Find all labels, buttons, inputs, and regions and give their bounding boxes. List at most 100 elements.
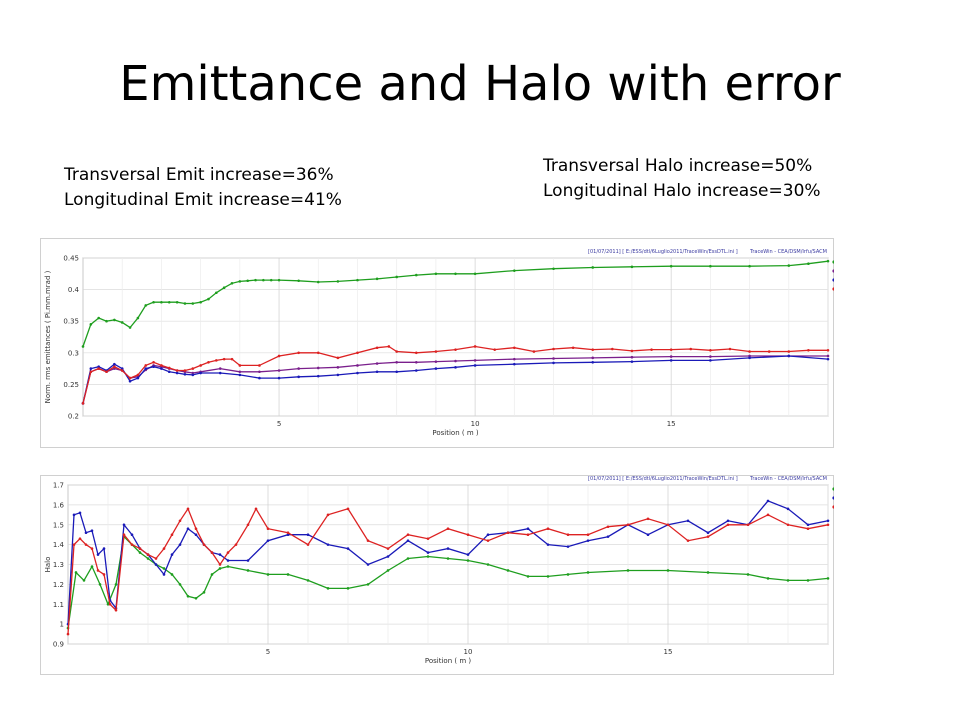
emit-point-Ez-12	[175, 300, 179, 304]
emit-point-Ey-10	[160, 367, 163, 370]
emit-point-Ex-10	[160, 364, 163, 367]
emit-point-Ex-37	[552, 347, 555, 351]
emit-point-Ez-14	[191, 302, 195, 305]
emit-point-Ey-31	[552, 361, 555, 365]
halo-point-Hy-21	[218, 553, 222, 556]
emit-point-Ez-25	[277, 278, 281, 282]
halo-point-Hx-26	[266, 527, 270, 531]
emit-header-left: [01/07/2011] [ E:/ESS/dtl/6Luglio2011/Tr…	[588, 249, 738, 255]
halo-xtick-0: 5	[266, 648, 270, 656]
halo-point-Hy-18	[194, 533, 198, 536]
halo-point-Hx-36	[466, 533, 470, 536]
halo-point-Hy-2	[78, 511, 82, 515]
emit-point-Ez-20	[238, 280, 242, 283]
transversal-emit-note: Transversal Emit increase=36%	[64, 165, 334, 185]
halo-point-Hx-33	[406, 533, 410, 536]
emit-point-Et-33	[630, 355, 634, 359]
halo-point-Hx-16	[178, 519, 182, 523]
halo-point-Hy-29	[366, 563, 370, 566]
halo-point-Hx-49	[726, 523, 730, 527]
emit-point-Et-25	[395, 360, 398, 364]
emit-point-Ex-43	[669, 348, 673, 351]
halo-point-Hx-8	[114, 608, 118, 612]
halo-point-Hz-39	[626, 569, 630, 572]
halo-point-Hy-23	[246, 559, 250, 562]
emit-point-Ez-45	[826, 259, 830, 263]
emit-point-Ex-0	[81, 402, 85, 405]
emit-point-Ex-18	[222, 357, 226, 361]
halo-point-Hz-29	[406, 557, 410, 560]
emit-point-Ez-0	[81, 345, 85, 348]
halo-point-Hx-37	[486, 539, 490, 542]
halo-point-Hz-3	[90, 565, 94, 568]
halo-point-Hz-36	[546, 575, 550, 578]
emit-point-Ey-22	[336, 373, 340, 377]
halo-point-Hz-38	[586, 571, 590, 574]
emit-point-Ey-19	[277, 376, 281, 380]
emit-point-Ey-25	[395, 370, 398, 374]
halo-point-Hy-52	[826, 519, 830, 523]
emit-point-Ex-23	[297, 351, 300, 355]
halo-point-Hx-22	[226, 551, 230, 554]
emit-point-Ey-2	[97, 365, 100, 369]
halo-point-Hx-2	[78, 537, 82, 540]
emit-point-Ex-5	[120, 369, 124, 372]
emit-point-Ey-7	[136, 376, 140, 380]
emit-point-Ez-11	[167, 300, 171, 304]
halo-point-Hx-35	[446, 527, 450, 531]
emit-point-Ex-26	[356, 351, 359, 355]
halo-point-Hx-50	[746, 523, 750, 527]
emit-point-Et-29	[473, 359, 477, 362]
halo-point-Hz-41	[706, 571, 710, 574]
transversal-halo-note: Transversal Halo increase=50%	[543, 156, 813, 176]
halo-point-Hz-6	[114, 583, 118, 586]
emittance-chart: [01/07/2011] [ E:/ESS/dtl/6Luglio2011/Tr…	[40, 238, 844, 448]
halo-point-Hx-43	[606, 525, 610, 529]
emit-point-Ex-8	[144, 364, 148, 367]
emit-point-Ex-33	[473, 345, 477, 348]
emit-point-Et-4	[113, 367, 116, 370]
emit-xtick-0: 5	[277, 420, 281, 428]
halo-point-Hx-3	[84, 543, 88, 546]
emit-point-Ex-14	[191, 367, 195, 370]
halo-point-Hz-45	[806, 579, 810, 582]
emit-point-Ey-6	[128, 379, 132, 383]
emit-point-Ey-37	[787, 354, 791, 358]
emit-point-Ey-1	[89, 367, 93, 370]
emit-xlabel: Position ( m )	[432, 429, 478, 437]
halo-point-Hy-41	[606, 535, 610, 538]
halo-point-Hx-27	[286, 531, 290, 534]
emit-point-Ex-50	[807, 348, 810, 352]
emit-point-Ex-19	[230, 357, 234, 361]
halo-point-Hy-46	[706, 531, 710, 534]
halo-point-Hy-17	[186, 527, 190, 531]
emit-point-Ex-12	[175, 369, 179, 372]
emit-point-Ez-22	[254, 278, 257, 282]
emit-point-Ez-7	[136, 316, 140, 320]
emit-point-Ez-44	[807, 262, 810, 265]
halo-point-Hz-2	[82, 579, 86, 582]
emit-point-Et-31	[552, 357, 555, 360]
emit-point-Ez-29	[356, 278, 359, 282]
emit-point-Ey-14	[191, 373, 195, 377]
emit-xtick-1: 10	[471, 420, 480, 428]
halo-point-Hx-5	[96, 569, 100, 572]
halo-point-Hx-44	[626, 523, 630, 527]
emit-point-Ez-9	[152, 300, 155, 304]
halo-point-Hx-21	[218, 563, 222, 566]
emittance-chart-svg: [01/07/2011] [ E:/ESS/dtl/6Luglio2011/Tr…	[40, 238, 844, 448]
halo-ytick-6: 1.5	[53, 521, 64, 529]
emit-ytick-4: 0.4	[68, 286, 80, 294]
emit-point-Ex-29	[395, 350, 398, 353]
halo-point-Hx-25	[254, 507, 258, 511]
halo-point-Hy-6	[102, 547, 106, 550]
halo-point-Hy-51	[806, 523, 810, 527]
emit-point-Et-30	[513, 357, 516, 361]
halo-point-Hy-4	[90, 529, 94, 533]
emit-point-Ez-28	[336, 280, 340, 283]
emit-point-Et-38	[826, 354, 830, 358]
emit-point-Ex-24	[316, 351, 320, 355]
emit-point-Ey-9	[152, 365, 155, 369]
halo-header-left: [01/07/2011] [ E:/ESS/dtl/6Luglio2011/Tr…	[588, 476, 738, 482]
emit-point-Ey-26	[414, 369, 418, 372]
